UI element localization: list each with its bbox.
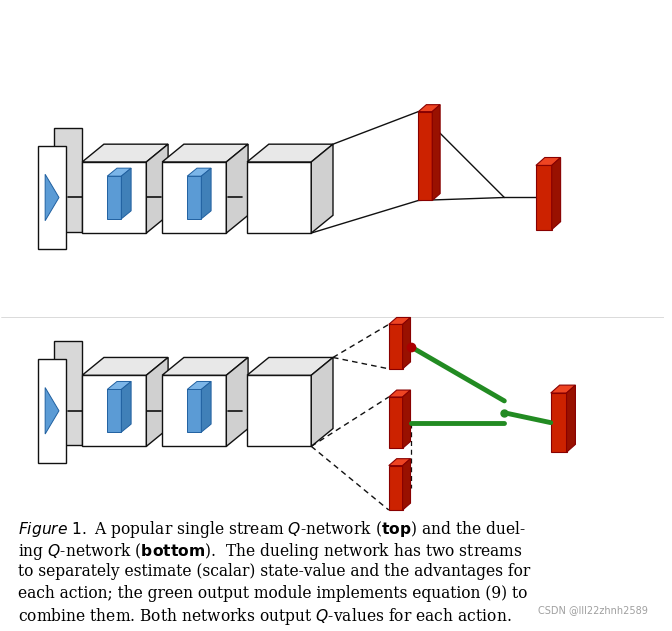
Polygon shape (536, 165, 552, 230)
Polygon shape (162, 144, 248, 162)
Polygon shape (187, 382, 211, 389)
Polygon shape (45, 387, 59, 434)
Polygon shape (108, 168, 131, 176)
Polygon shape (247, 358, 333, 375)
Text: $\it{Figure\ 1.}$ A popular single stream $\it{Q}$-network ($\mathbf{top}$) and : $\it{Figure\ 1.}$ A popular single strea… (19, 519, 527, 540)
Polygon shape (54, 341, 82, 445)
Polygon shape (403, 459, 411, 510)
Polygon shape (122, 382, 131, 432)
Polygon shape (187, 168, 211, 176)
Polygon shape (403, 390, 411, 448)
Polygon shape (389, 459, 411, 466)
Polygon shape (551, 385, 575, 393)
Polygon shape (162, 162, 226, 233)
Polygon shape (389, 397, 403, 448)
Text: combine them. Both networks output $\it{Q}$-values for each action.: combine them. Both networks output $\it{… (19, 606, 512, 627)
Polygon shape (45, 174, 59, 221)
Polygon shape (146, 358, 168, 446)
Polygon shape (389, 324, 403, 369)
Polygon shape (226, 358, 248, 446)
Polygon shape (54, 128, 82, 232)
Polygon shape (311, 144, 333, 233)
Polygon shape (536, 158, 560, 165)
Polygon shape (432, 105, 440, 201)
Polygon shape (552, 158, 560, 230)
Polygon shape (82, 358, 168, 375)
Polygon shape (389, 390, 411, 397)
Polygon shape (162, 375, 226, 446)
Polygon shape (247, 162, 311, 233)
Polygon shape (38, 146, 66, 249)
Polygon shape (419, 112, 432, 201)
Polygon shape (108, 176, 122, 219)
Polygon shape (82, 375, 146, 446)
Polygon shape (82, 162, 146, 233)
Text: CSDN @lll22zhnh2589: CSDN @lll22zhnh2589 (538, 605, 648, 615)
Polygon shape (108, 389, 122, 432)
Text: each action; the green output module implements equation (9) to: each action; the green output module imp… (19, 584, 528, 601)
Polygon shape (38, 359, 66, 463)
Polygon shape (226, 144, 248, 233)
Text: ing $\it{Q}$-network ($\mathbf{bottom}$).  The dueling network has two streams: ing $\it{Q}$-network ($\mathbf{bottom}$)… (19, 541, 523, 562)
Polygon shape (419, 105, 440, 112)
Polygon shape (108, 382, 131, 389)
Polygon shape (247, 144, 333, 162)
Polygon shape (202, 168, 211, 219)
Polygon shape (202, 382, 211, 432)
Polygon shape (162, 358, 248, 375)
Polygon shape (122, 168, 131, 219)
Polygon shape (146, 144, 168, 233)
Polygon shape (247, 375, 311, 446)
Polygon shape (566, 385, 575, 452)
Polygon shape (551, 393, 566, 452)
Polygon shape (82, 144, 168, 162)
Polygon shape (311, 358, 333, 446)
Polygon shape (389, 466, 403, 510)
Polygon shape (403, 317, 411, 369)
Polygon shape (389, 317, 411, 324)
Polygon shape (187, 389, 202, 432)
Polygon shape (187, 176, 202, 219)
Text: to separately estimate (scalar) state-value and the advantages for: to separately estimate (scalar) state-va… (19, 563, 531, 580)
